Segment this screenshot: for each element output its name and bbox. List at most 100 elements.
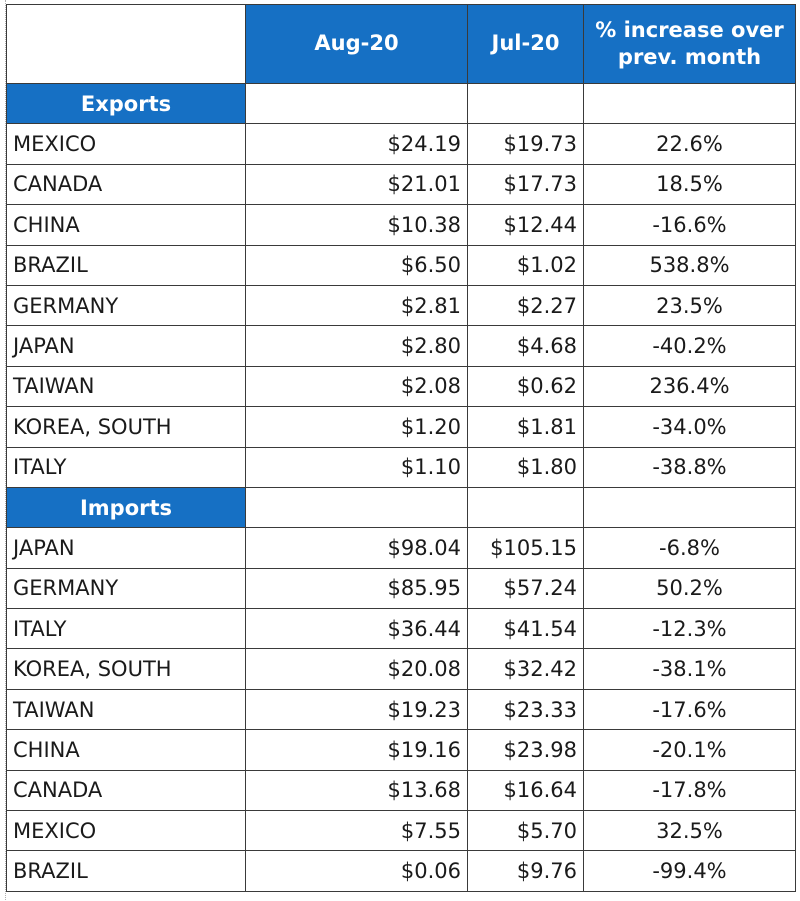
country-cell[interactable]: GERMANY (6, 284, 246, 327)
pct-increase-cell[interactable]: -12.3% (583, 608, 796, 650)
jul-20-value-cell[interactable]: $41.54 (467, 608, 584, 650)
country-cell[interactable]: CHINA (6, 729, 246, 771)
header-corner-cell[interactable] (6, 4, 246, 84)
aug-20-value-cell[interactable]: $0.06 (245, 850, 468, 892)
imports-row: CHINA $19.16 $23.98 -20.1% (6, 729, 796, 771)
aug-20-value-cell[interactable]: $19.16 (245, 729, 468, 771)
aug-20-value-cell[interactable]: $36.44 (245, 608, 468, 650)
pct-increase-cell[interactable]: -17.8% (583, 769, 796, 812)
jul-20-value-cell[interactable]: $105.15 (467, 527, 584, 569)
imports-row: JAPAN $98.04 $105.15 -6.8% (6, 527, 796, 569)
column-header-jul-20[interactable]: Jul-20 (467, 4, 584, 84)
column-header-pct-increase[interactable]: % increase over prev. month (583, 4, 796, 84)
empty-cell[interactable] (583, 486, 796, 529)
aug-20-value-cell[interactable]: $85.95 (245, 567, 468, 610)
pct-increase-cell[interactable]: 22.6% (583, 123, 796, 165)
empty-cell[interactable] (467, 486, 584, 529)
exports-row: CANADA $21.01 $17.73 18.5% (6, 163, 796, 206)
pct-increase-cell[interactable]: 236.4% (583, 365, 796, 408)
jul-20-value-cell[interactable]: $1.02 (467, 244, 584, 286)
pct-increase-cell[interactable]: -16.6% (583, 204, 796, 246)
section-row-exports: Exports (6, 82, 796, 125)
imports-row: ITALY $36.44 $41.54 -12.3% (6, 608, 796, 650)
empty-cell[interactable] (245, 82, 468, 125)
pct-increase-cell[interactable]: -40.2% (583, 325, 796, 367)
section-label-imports[interactable]: Imports (6, 486, 246, 529)
pct-increase-cell[interactable]: 50.2% (583, 567, 796, 610)
empty-cell[interactable] (467, 82, 584, 125)
pct-increase-cell[interactable]: -6.8% (583, 527, 796, 569)
country-cell[interactable]: CANADA (6, 163, 246, 206)
jul-20-value-cell[interactable]: $19.73 (467, 123, 584, 165)
empty-cell[interactable] (245, 486, 468, 529)
jul-20-value-cell[interactable]: $4.68 (467, 325, 584, 367)
jul-20-value-cell[interactable]: $16.64 (467, 769, 584, 812)
pct-increase-cell[interactable]: -99.4% (583, 850, 796, 892)
jul-20-value-cell[interactable]: $23.98 (467, 729, 584, 771)
pct-increase-cell[interactable]: -17.6% (583, 688, 796, 731)
exports-row: BRAZIL $6.50 $1.02 538.8% (6, 244, 796, 286)
country-cell[interactable]: JAPAN (6, 325, 246, 367)
aug-20-value-cell[interactable]: $10.38 (245, 204, 468, 246)
country-cell[interactable]: TAIWAN (6, 365, 246, 408)
imports-row: CANADA $13.68 $16.64 -17.8% (6, 769, 796, 812)
country-cell[interactable]: CANADA (6, 769, 246, 812)
country-cell[interactable]: BRAZIL (6, 244, 246, 286)
aug-20-value-cell[interactable]: $20.08 (245, 648, 468, 690)
pct-increase-cell[interactable]: -20.1% (583, 729, 796, 771)
pct-increase-cell[interactable]: 23.5% (583, 284, 796, 327)
aug-20-value-cell[interactable]: $13.68 (245, 769, 468, 812)
empty-cell[interactable] (583, 82, 796, 125)
pct-increase-cell[interactable]: 32.5% (583, 810, 796, 852)
aug-20-value-cell[interactable]: $1.20 (245, 406, 468, 448)
aug-20-value-cell[interactable]: $2.08 (245, 365, 468, 408)
pct-increase-cell[interactable]: 18.5% (583, 163, 796, 206)
jul-20-value-cell[interactable]: $0.62 (467, 365, 584, 408)
jul-20-value-cell[interactable]: $5.70 (467, 810, 584, 852)
jul-20-value-cell[interactable]: $57.24 (467, 567, 584, 610)
jul-20-value-cell[interactable]: $1.80 (467, 446, 584, 488)
country-cell[interactable]: ITALY (6, 446, 246, 488)
country-cell[interactable]: BRAZIL (6, 850, 246, 892)
jul-20-value-cell[interactable]: $1.81 (467, 406, 584, 448)
trade-table: Aug-20 Jul-20 % increase over prev. mont… (6, 4, 796, 892)
aug-20-value-cell[interactable]: $98.04 (245, 527, 468, 569)
country-cell[interactable]: JAPAN (6, 527, 246, 569)
column-header-aug-20[interactable]: Aug-20 (245, 4, 468, 84)
aug-20-value-cell[interactable]: $2.80 (245, 325, 468, 367)
aug-20-value-cell[interactable]: $24.19 (245, 123, 468, 165)
aug-20-value-cell[interactable]: $1.10 (245, 446, 468, 488)
jul-20-value-cell[interactable]: $23.33 (467, 688, 584, 731)
imports-row: GERMANY $85.95 $57.24 50.2% (6, 567, 796, 610)
country-cell[interactable]: CHINA (6, 204, 246, 246)
exports-row: KOREA, SOUTH $1.20 $1.81 -34.0% (6, 406, 796, 448)
imports-row: MEXICO $7.55 $5.70 32.5% (6, 810, 796, 852)
country-cell[interactable]: GERMANY (6, 567, 246, 610)
country-cell[interactable]: ITALY (6, 608, 246, 650)
pct-increase-cell[interactable]: -38.8% (583, 446, 796, 488)
imports-row: KOREA, SOUTH $20.08 $32.42 -38.1% (6, 648, 796, 690)
aug-20-value-cell[interactable]: $19.23 (245, 688, 468, 731)
aug-20-value-cell[interactable]: $6.50 (245, 244, 468, 286)
section-row-imports: Imports (6, 486, 796, 529)
jul-20-value-cell[interactable]: $2.27 (467, 284, 584, 327)
exports-row: TAIWAN $2.08 $0.62 236.4% (6, 365, 796, 408)
country-cell[interactable]: TAIWAN (6, 688, 246, 731)
jul-20-value-cell[interactable]: $9.76 (467, 850, 584, 892)
aug-20-value-cell[interactable]: $2.81 (245, 284, 468, 327)
pct-increase-cell[interactable]: -38.1% (583, 648, 796, 690)
pct-increase-cell[interactable]: 538.8% (583, 244, 796, 286)
country-cell[interactable]: KOREA, SOUTH (6, 648, 246, 690)
jul-20-value-cell[interactable]: $17.73 (467, 163, 584, 206)
section-label-exports[interactable]: Exports (6, 82, 246, 125)
jul-20-value-cell[interactable]: $12.44 (467, 204, 584, 246)
aug-20-value-cell[interactable]: $21.01 (245, 163, 468, 206)
aug-20-value-cell[interactable]: $7.55 (245, 810, 468, 852)
header-row: Aug-20 Jul-20 % increase over prev. mont… (6, 4, 796, 84)
jul-20-value-cell[interactable]: $32.42 (467, 648, 584, 690)
pct-increase-cell[interactable]: -34.0% (583, 406, 796, 448)
country-cell[interactable]: MEXICO (6, 810, 246, 852)
country-cell[interactable]: MEXICO (6, 123, 246, 165)
spreadsheet-area (5, 0, 799, 900)
country-cell[interactable]: KOREA, SOUTH (6, 406, 246, 448)
